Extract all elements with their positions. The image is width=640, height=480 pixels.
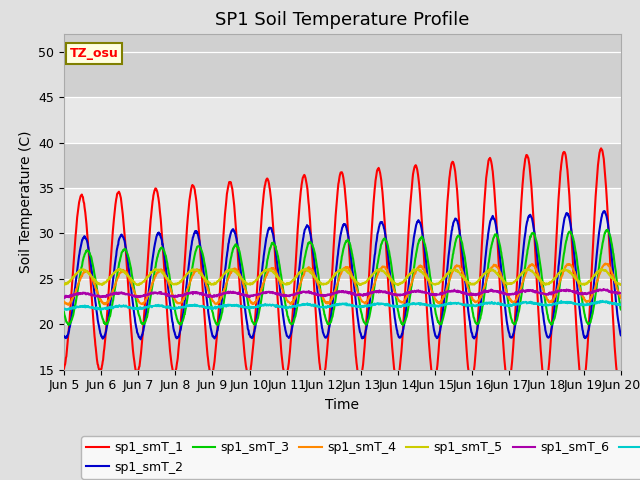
sp1_smT_6	[617, 290, 625, 296]
sp1_smT_7	[429, 302, 437, 308]
sp1_smT_6	[60, 295, 68, 300]
X-axis label: Time: Time	[325, 398, 360, 412]
sp1_smT_1	[551, 268, 559, 274]
Line: sp1_smT_4: sp1_smT_4	[64, 264, 621, 305]
sp1_smT_6	[429, 291, 437, 297]
sp1_smT_6	[171, 294, 179, 300]
Line: sp1_smT_7: sp1_smT_7	[64, 301, 621, 310]
sp1_smT_2	[137, 336, 145, 342]
sp1_smT_3	[604, 227, 611, 233]
Bar	[64, 97, 621, 143]
sp1_smT_4	[246, 299, 254, 304]
Line: sp1_smT_5: sp1_smT_5	[64, 268, 621, 285]
Bar	[64, 279, 621, 324]
sp1_smT_5	[246, 282, 254, 288]
sp1_smT_1	[597, 145, 605, 151]
sp1_smT_7	[599, 298, 607, 304]
sp1_smT_2	[617, 332, 625, 338]
sp1_smT_7	[171, 306, 179, 312]
Line: sp1_smT_3: sp1_smT_3	[64, 230, 621, 325]
sp1_smT_5	[617, 281, 625, 287]
sp1_smT_7	[502, 302, 509, 308]
sp1_smT_1	[184, 215, 191, 221]
sp1_smT_5	[429, 281, 437, 287]
sp1_smT_1	[429, 375, 436, 381]
Line: sp1_smT_6: sp1_smT_6	[64, 289, 621, 298]
sp1_smT_6	[502, 291, 509, 297]
sp1_smT_2	[551, 301, 559, 307]
sp1_smT_1	[617, 383, 625, 388]
Line: sp1_smT_1: sp1_smT_1	[64, 148, 621, 387]
sp1_smT_7	[551, 301, 559, 307]
sp1_smT_3	[429, 295, 437, 300]
sp1_smT_4	[617, 295, 625, 301]
sp1_smT_4	[551, 294, 559, 300]
sp1_smT_1	[502, 368, 509, 373]
Bar	[64, 34, 621, 97]
sp1_smT_4	[429, 291, 437, 297]
sp1_smT_3	[246, 311, 254, 316]
sp1_smT_7	[60, 306, 68, 312]
sp1_smT_5	[60, 281, 68, 287]
Bar	[64, 324, 621, 370]
sp1_smT_5	[184, 270, 191, 276]
sp1_smT_3	[170, 303, 178, 309]
sp1_smT_3	[502, 283, 509, 288]
sp1_smT_4	[602, 261, 609, 266]
sp1_smT_4	[60, 299, 68, 304]
sp1_smT_6	[61, 295, 69, 300]
sp1_smT_5	[502, 280, 510, 286]
sp1_smT_7	[97, 307, 105, 313]
sp1_smT_3	[184, 293, 191, 299]
Line: sp1_smT_2: sp1_smT_2	[64, 211, 621, 339]
Bar	[64, 188, 621, 233]
sp1_smT_4	[65, 302, 72, 308]
sp1_smT_5	[394, 282, 402, 288]
sp1_smT_3	[60, 309, 68, 315]
sp1_smT_2	[502, 312, 509, 317]
sp1_smT_7	[184, 303, 192, 309]
sp1_smT_2	[429, 323, 437, 328]
sp1_smT_6	[551, 289, 559, 295]
sp1_smT_1	[60, 366, 68, 372]
sp1_smT_3	[399, 322, 407, 328]
sp1_smT_7	[246, 305, 254, 311]
sp1_smT_2	[171, 329, 179, 335]
sp1_smT_6	[246, 293, 254, 299]
Legend: sp1_smT_1, sp1_smT_2, sp1_smT_3, sp1_smT_4, sp1_smT_5, sp1_smT_6, sp1_smT_7: sp1_smT_1, sp1_smT_2, sp1_smT_3, sp1_smT…	[81, 436, 640, 479]
sp1_smT_3	[617, 307, 625, 312]
sp1_smT_4	[502, 287, 509, 293]
Y-axis label: Soil Temperature (C): Soil Temperature (C)	[19, 131, 33, 273]
sp1_smT_4	[184, 284, 192, 289]
sp1_smT_7	[617, 302, 625, 308]
sp1_smT_2	[60, 333, 68, 339]
sp1_smT_2	[246, 334, 254, 340]
sp1_smT_2	[184, 267, 192, 273]
sp1_smT_6	[184, 290, 192, 296]
Title: SP1 Soil Temperature Profile: SP1 Soil Temperature Profile	[215, 11, 470, 29]
sp1_smT_1	[170, 371, 178, 376]
sp1_smT_3	[551, 313, 559, 319]
Text: TZ_osu: TZ_osu	[70, 47, 118, 60]
sp1_smT_5	[170, 281, 178, 287]
sp1_smT_1	[246, 369, 254, 375]
sp1_smT_2	[601, 208, 609, 214]
sp1_smT_5	[552, 275, 559, 281]
Bar	[64, 143, 621, 188]
sp1_smT_5	[302, 265, 310, 271]
sp1_smT_6	[600, 286, 607, 292]
Bar	[64, 233, 621, 279]
sp1_smT_4	[171, 296, 179, 302]
sp1_smT_1	[616, 384, 623, 390]
